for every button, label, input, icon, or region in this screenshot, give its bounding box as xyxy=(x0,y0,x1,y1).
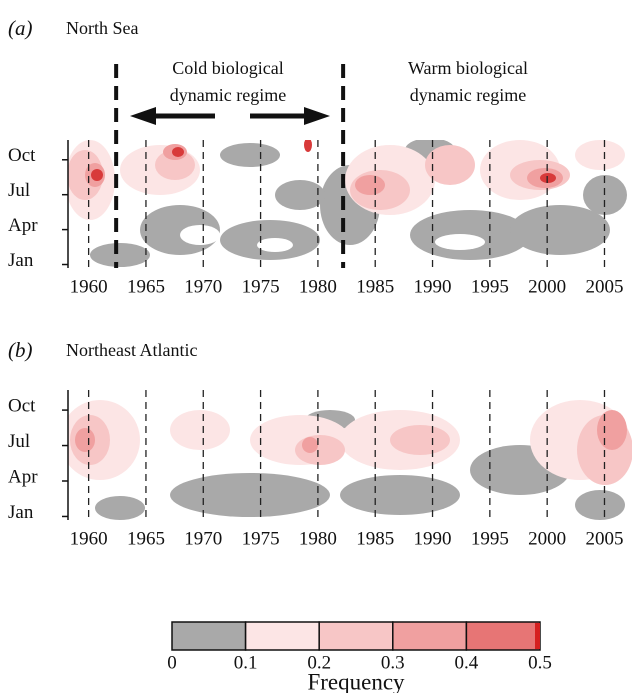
colorbar-tick-label: 0.4 xyxy=(455,652,479,673)
x-tick-label: 1970 xyxy=(184,276,222,297)
x-tick-label: 1995 xyxy=(471,528,509,549)
y-tick-label: Apr xyxy=(8,215,38,236)
colorbar-segment xyxy=(171,621,247,651)
x-tick-label: 1990 xyxy=(414,276,452,297)
x-tick-label: 1975 xyxy=(242,276,280,297)
x-tick-label: 1985 xyxy=(356,528,394,549)
colorbar-tick-label: 0.2 xyxy=(307,652,331,673)
colorbar-segment xyxy=(392,621,468,651)
colorbar-tick-label: 0.5 xyxy=(528,652,552,673)
x-tick-label: 1975 xyxy=(242,528,280,549)
x-tick-label: 1965 xyxy=(127,528,165,549)
panel-title: Northeast Atlantic xyxy=(66,340,197,360)
x-tick-label: 1960 xyxy=(70,528,108,549)
x-tick-label: 1980 xyxy=(299,528,337,549)
annotation: dynamic regime xyxy=(410,85,526,105)
colorbar-segment xyxy=(244,621,320,651)
x-tick-label: 1980 xyxy=(299,276,337,297)
colorbar-tick-label: 0.3 xyxy=(381,652,405,673)
y-tick-label: Jul xyxy=(8,431,30,452)
x-tick-label: 1990 xyxy=(414,528,452,549)
x-tick-label: 1970 xyxy=(184,528,222,549)
y-tick-label: Oct xyxy=(8,145,36,166)
colorbar-segment xyxy=(465,621,541,651)
y-tick-label: Oct xyxy=(8,395,36,416)
y-tick-label: Jan xyxy=(8,502,34,523)
x-tick-label: 2000 xyxy=(528,276,566,297)
colorbar-label: Frequency xyxy=(307,669,405,693)
panel-title: North Sea xyxy=(66,18,138,38)
colorbar-segment xyxy=(318,621,394,651)
x-tick-label: 1985 xyxy=(356,276,394,297)
x-tick-label: 2005 xyxy=(585,528,623,549)
x-tick-label: 2005 xyxy=(585,276,623,297)
x-tick-label: 1965 xyxy=(127,276,165,297)
contour-field xyxy=(68,400,632,520)
annotation: Cold biological xyxy=(172,58,284,78)
panel-label: (a) xyxy=(8,16,33,40)
y-tick-label: Apr xyxy=(8,466,38,487)
contour-field xyxy=(68,140,627,267)
annotation: dynamic regime xyxy=(170,85,286,105)
colorbar-tick-label: 0 xyxy=(167,652,177,673)
colorbar-cap xyxy=(535,623,540,649)
annotation: Warm biological xyxy=(408,58,528,78)
regime-arrows xyxy=(130,107,330,125)
x-tick-label: 2000 xyxy=(528,528,566,549)
x-tick-label: 1960 xyxy=(70,276,108,297)
y-tick-label: Jul xyxy=(8,180,30,201)
y-tick-label: Jan xyxy=(8,250,34,271)
x-tick-label: 1995 xyxy=(471,276,509,297)
colorbar-tick-label: 0.1 xyxy=(234,652,258,673)
panel-label: (b) xyxy=(8,338,33,362)
